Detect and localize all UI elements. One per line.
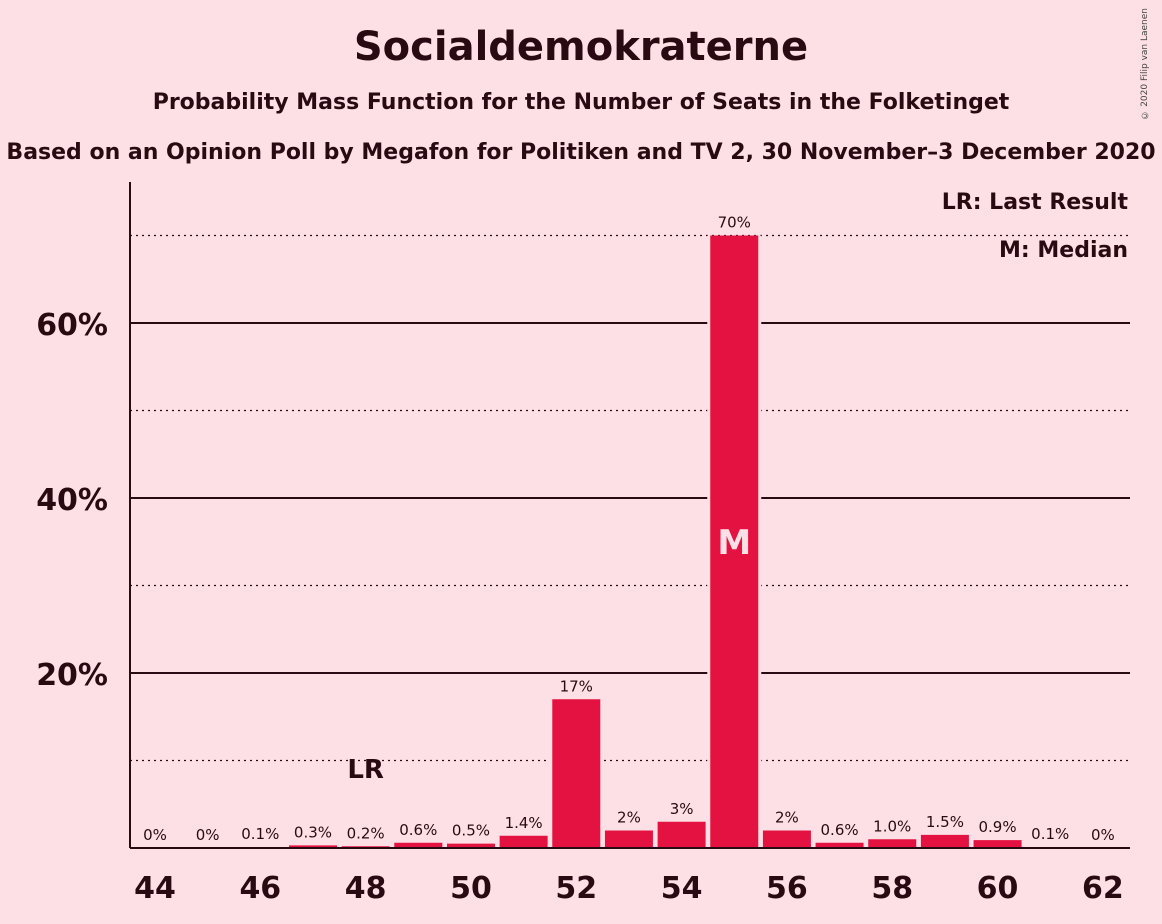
bar-seat-55	[710, 235, 759, 848]
bars	[233, 235, 1078, 848]
y-tick-label: 60%	[36, 308, 108, 343]
bar-value-label: 0.6%	[399, 821, 437, 839]
bar-seat-57	[815, 842, 864, 848]
y-tick-labels: 20% 40% 60%	[36, 308, 108, 693]
x-tick-label: 46	[239, 871, 281, 906]
bar-seat-56	[762, 830, 811, 848]
bar-seat-49	[394, 842, 443, 848]
chart-subtitle: Probability Mass Function for the Number…	[152, 90, 1010, 115]
bar-value-label: 17%	[560, 677, 593, 695]
x-tick-label: 48	[345, 871, 387, 906]
bar-value-label: 70%	[718, 214, 751, 232]
x-tick-label: 60	[977, 871, 1019, 906]
bar-value-label: 1.4%	[505, 814, 543, 832]
chart-title: Socialdemokraterne	[353, 24, 809, 70]
bar-seat-53	[604, 830, 653, 848]
bar-seat-50	[446, 843, 495, 848]
bar-seat-51	[499, 835, 548, 848]
bar-value-label: 0.2%	[347, 824, 385, 842]
x-tick-labels: 44 46 48 50 52 54 56 58 60 62	[134, 871, 1124, 906]
x-tick-label: 52	[555, 871, 597, 906]
bar-value-label: 0.6%	[821, 821, 859, 839]
axes	[129, 182, 1130, 849]
legend-last-result: LR: Last Result	[942, 190, 1129, 215]
bar-value-label: 0.1%	[241, 825, 279, 843]
x-tick-label: 62	[1082, 871, 1124, 906]
bar-seat-47	[288, 845, 337, 848]
bar-value-label: 1.5%	[926, 813, 964, 831]
x-tick-label: 44	[134, 871, 176, 906]
legend-median: M: Median	[999, 238, 1128, 263]
bar-value-label: 0.3%	[294, 823, 332, 841]
bar-seat-52	[552, 699, 601, 848]
bar-value-label: 2%	[775, 809, 799, 827]
bar-value-label: 0.9%	[979, 818, 1017, 836]
y-tick-label: 40%	[36, 483, 108, 518]
bar-value-label: 2%	[617, 809, 641, 827]
bar-seat-60	[973, 840, 1022, 848]
bar-value-labels: 0% 0% 0.1% 0.3% 0.2% 0.6% 0.5% 1.4% 17% 2% 3% 70% 2%…	[143, 214, 1115, 845]
y-tick-label: 20%	[36, 658, 108, 693]
x-tick-label: 54	[661, 871, 703, 906]
bar-value-label: 0.1%	[1031, 825, 1069, 843]
last-result-marker: LR	[347, 755, 384, 785]
chart-subtitle-source: Based on an Opinion Poll by Megafon for …	[6, 140, 1156, 165]
bar-value-label: 3%	[670, 800, 694, 818]
grid-lines	[130, 234, 1130, 762]
bar-value-label: 0%	[143, 826, 167, 844]
bar-value-label: 1.0%	[873, 817, 911, 835]
median-marker: M	[717, 523, 751, 563]
x-tick-label: 50	[450, 871, 492, 906]
bar-seat-58	[868, 839, 917, 848]
bar-value-label: 0%	[1091, 826, 1115, 844]
bar-seat-59	[920, 834, 969, 848]
bar-seat-54	[657, 821, 706, 848]
x-tick-label: 56	[766, 871, 808, 906]
x-tick-label: 58	[871, 871, 913, 906]
bar-value-label: 0%	[196, 826, 220, 844]
bar-value-label: 0.5%	[452, 822, 490, 840]
